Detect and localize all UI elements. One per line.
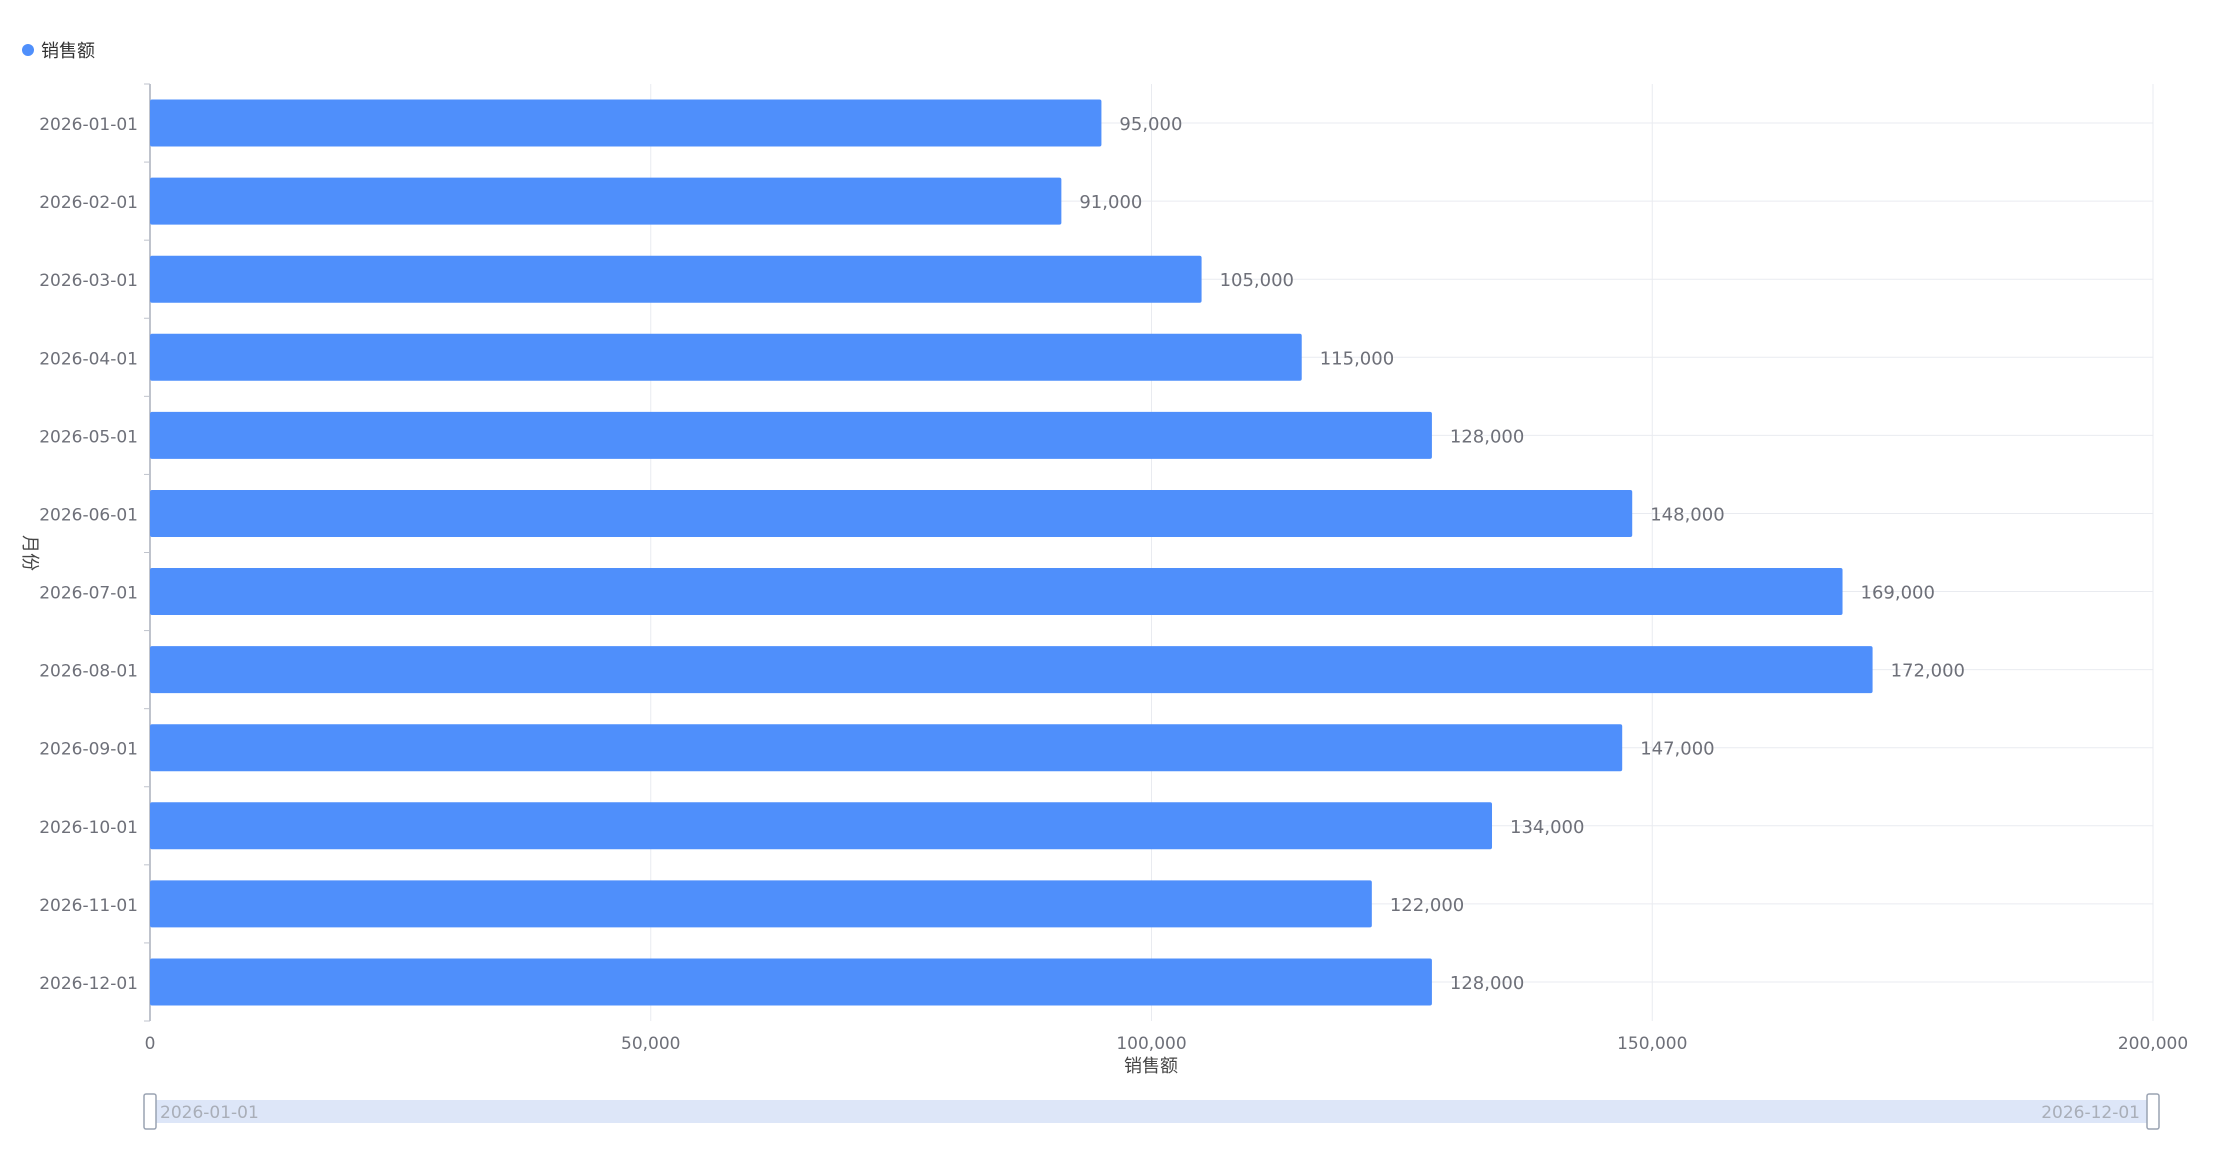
bar-value-label: 172,000 xyxy=(1891,661,1965,682)
y-tick-label: 2026-12-01 xyxy=(39,974,138,994)
bar[interactable] xyxy=(150,333,1302,381)
bar-value-label: 105,000 xyxy=(1220,270,1294,291)
y-tick-label: 2026-02-01 xyxy=(39,193,138,213)
legend[interactable]: 销售额 xyxy=(22,41,95,62)
x-tick-label: 100,000 xyxy=(1116,1034,1186,1054)
x-axis-title: 销售额 xyxy=(1124,1056,1178,1077)
bar-value-label: 122,000 xyxy=(1390,895,1464,916)
bar[interactable] xyxy=(150,802,1493,850)
zoom-handle-left[interactable] xyxy=(143,1093,157,1130)
bar[interactable] xyxy=(150,489,1633,537)
bar[interactable] xyxy=(150,99,1102,147)
data-labels: 95,000 91,000 105,000 115,000 128,000 148,000… xyxy=(1079,114,1965,994)
y-axis-title: 月份 xyxy=(19,535,40,571)
y-tick-label: 2026-01-01 xyxy=(39,115,138,135)
bar-value-label: 169,000 xyxy=(1861,583,1935,604)
y-tick-label: 2026-08-01 xyxy=(39,662,138,682)
axes xyxy=(144,83,151,1022)
bar[interactable] xyxy=(150,177,1062,225)
bar-value-label: 91,000 xyxy=(1079,192,1142,213)
bar-value-label: 134,000 xyxy=(1510,817,1584,838)
bar[interactable] xyxy=(150,958,1432,1006)
legend-marker xyxy=(22,44,34,56)
bar-value-label: 148,000 xyxy=(1650,504,1724,525)
bar-value-label: 95,000 xyxy=(1119,114,1182,135)
x-tick-label: 50,000 xyxy=(621,1034,680,1054)
x-tick-label: 150,000 xyxy=(1617,1034,1687,1054)
bar-value-label: 147,000 xyxy=(1640,739,1714,760)
y-tick-label: 2026-09-01 xyxy=(39,740,138,760)
zoom-end-label: 2026-12-01 xyxy=(2041,1103,2140,1123)
y-tick-label: 2026-07-01 xyxy=(39,584,138,604)
bar-value-label: 115,000 xyxy=(1320,348,1394,369)
x-tick-label: 200,000 xyxy=(2118,1034,2188,1054)
y-tick-label: 2026-04-01 xyxy=(39,349,138,369)
bars xyxy=(150,99,1873,1006)
data-zoom-slider[interactable]: 2026-01-01 2026-12-01 xyxy=(143,1093,2160,1130)
bar-value-label: 128,000 xyxy=(1450,973,1524,994)
y-tick-label: 2026-10-01 xyxy=(39,818,138,838)
zoom-handle-right[interactable] xyxy=(2146,1093,2160,1130)
bar-value-label: 128,000 xyxy=(1450,426,1524,447)
bar[interactable] xyxy=(150,880,1372,928)
y-tick-label: 2026-06-01 xyxy=(39,505,138,525)
bar[interactable] xyxy=(150,255,1202,303)
legend-label: 销售额 xyxy=(41,41,95,62)
y-tick-label: 2026-11-01 xyxy=(39,896,138,916)
bar[interactable] xyxy=(150,411,1432,459)
y-tick-label: 2026-05-01 xyxy=(39,427,138,447)
bar[interactable] xyxy=(150,724,1623,772)
x-tick-labels: 0 50,000 100,000 150,000 200,000 xyxy=(145,1034,2189,1054)
zoom-track[interactable] xyxy=(150,1100,2153,1123)
bar[interactable] xyxy=(150,646,1873,694)
x-tick-label: 0 xyxy=(145,1034,156,1054)
bar[interactable] xyxy=(150,568,1843,616)
y-tick-labels: 2026-01-01 2026-02-01 2026-03-01 2026-04-01… xyxy=(39,115,138,994)
y-tick-label: 2026-03-01 xyxy=(39,271,138,291)
zoom-start-label: 2026-01-01 xyxy=(160,1103,259,1123)
